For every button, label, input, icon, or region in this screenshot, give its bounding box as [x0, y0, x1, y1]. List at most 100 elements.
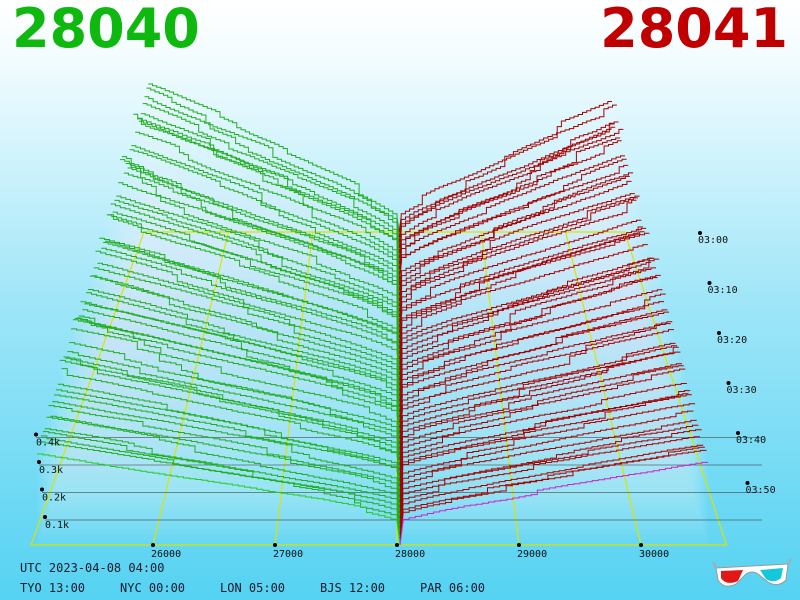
ask-depth-line: [399, 351, 681, 455]
bid-depth-line: [50, 415, 401, 508]
price-tick-dot: [517, 543, 521, 547]
volume-tick-label: 0.4k: [36, 438, 60, 449]
volume-tick-dot: [43, 515, 47, 519]
bid-depth-line: [142, 103, 400, 248]
ask-depth-line: [399, 293, 666, 408]
ask-depth-line: [398, 227, 647, 344]
price-tick-dot: [395, 543, 399, 547]
bid-depth-line: [97, 262, 401, 376]
bid-depth-line: [72, 319, 401, 445]
ask-depth-line: [399, 368, 686, 471]
bid-depth-line: [93, 267, 401, 386]
bid-depth-line: [133, 113, 400, 275]
ask-depth-line: [399, 289, 663, 397]
ask-depth-line: [399, 429, 702, 524]
bid-depth-line: [76, 317, 401, 434]
bid-depth-line: [120, 159, 400, 312]
bid-depth-line: [54, 394, 401, 498]
ask-depth-line: [399, 346, 679, 450]
volume-tick-label: 0.3k: [39, 465, 63, 476]
price-tick-label: 28000: [395, 549, 425, 560]
ask-depth-line: [399, 403, 696, 503]
time-tick-label: 03:20: [717, 335, 747, 346]
bid-depth-line: [82, 309, 401, 418]
price-tick-label: 27000: [273, 549, 303, 560]
bid-depth-line: [146, 87, 400, 238]
ask-depth-line: [398, 121, 619, 254]
ask-depth-line: [399, 311, 669, 418]
ask-depth-line: [398, 195, 640, 323]
bid-price: 28040: [12, 0, 200, 60]
ask-depth-line: [398, 193, 635, 307]
3d-glasses-icon[interactable]: [712, 558, 792, 594]
utc-time: UTC 2023-04-08 04:00: [20, 561, 165, 575]
price-tick-dot: [639, 543, 643, 547]
ask-depth-line: [399, 444, 704, 530]
bid-depth-line: [114, 199, 400, 328]
time-tick-label: 03:30: [727, 385, 757, 396]
ask-depth-line: [398, 232, 650, 355]
bid-depth-line: [48, 405, 401, 514]
ask-depth-line: [398, 199, 637, 312]
ask-depth-line: [399, 323, 671, 424]
bid-depth-line: [101, 247, 401, 365]
ask-depth-line: [399, 410, 694, 498]
ask-depth-line: [399, 461, 709, 546]
bid-depth-line: [137, 118, 400, 264]
tz-tyo: TYO 13:00: [20, 581, 86, 595]
bid-depth-line: [108, 214, 400, 344]
time-tick-label: 03:40: [736, 435, 766, 446]
bid-depth-line: [148, 83, 400, 233]
tz-nyc: NYC 00:00: [120, 581, 186, 595]
bid-depth-line: [44, 428, 401, 524]
time-tick-label: 03:00: [698, 235, 728, 246]
tz-bjs: BJS 12:00: [320, 581, 386, 595]
ask-price: 28041: [600, 0, 788, 60]
bid-depth-line: [39, 441, 401, 540]
ask-depth-line: [398, 172, 634, 302]
time-tick-label: 03:10: [708, 285, 738, 296]
ask-depth-line: [398, 226, 643, 333]
bid-depth-line: [121, 156, 400, 307]
price-tick-dot: [151, 543, 155, 547]
bid-depth-line: [63, 356, 401, 471]
ask-depth-line: [398, 158, 627, 280]
volume-tick-label: 0.1k: [45, 520, 69, 531]
bid-depth-line: [74, 318, 401, 439]
bid-depth-line: [52, 401, 401, 503]
bid-depth-line: [69, 342, 401, 455]
ask-depth-line: [399, 277, 658, 381]
ask-depth-line: [399, 394, 692, 493]
ask-depth-line: [398, 244, 648, 349]
bid-depth-line: [80, 301, 401, 424]
ask-depth-line: [398, 155, 625, 275]
bid-depth-line: [89, 275, 401, 397]
bid-depth-line: [67, 351, 401, 461]
time-tick-dot: [745, 481, 750, 485]
bid-depth-line: [131, 145, 400, 280]
bid-depth-line: [37, 453, 401, 546]
time-tick-dot: [726, 381, 731, 385]
ask-depth-line: [399, 274, 661, 392]
time-tick-dot: [736, 431, 740, 435]
ask-depth-line: [399, 258, 660, 386]
time-tick-label: 03:50: [746, 485, 776, 496]
bid-depth-line: [135, 131, 400, 270]
ask-depth-line: [399, 449, 707, 540]
ask-depth-line: [399, 383, 687, 477]
price-tick-label: 26000: [151, 549, 181, 560]
ask-depth-line: [399, 365, 684, 466]
ask-depth-line: [398, 219, 642, 328]
volume-tick-dot: [37, 460, 41, 464]
ask-depth-line: [398, 164, 629, 286]
ask-depth-line: [399, 363, 682, 461]
bid-depth-line: [138, 120, 400, 259]
floor-frame: [30, 231, 728, 546]
ask-depth-line: [398, 180, 632, 296]
price-tick-dot: [273, 543, 277, 547]
ask-depth-line: [398, 261, 652, 360]
ask-depth-line: [398, 104, 617, 248]
ask-depth-line: [399, 436, 700, 519]
bid-depth-line: [61, 368, 401, 477]
bid-depth-line: [118, 182, 400, 317]
